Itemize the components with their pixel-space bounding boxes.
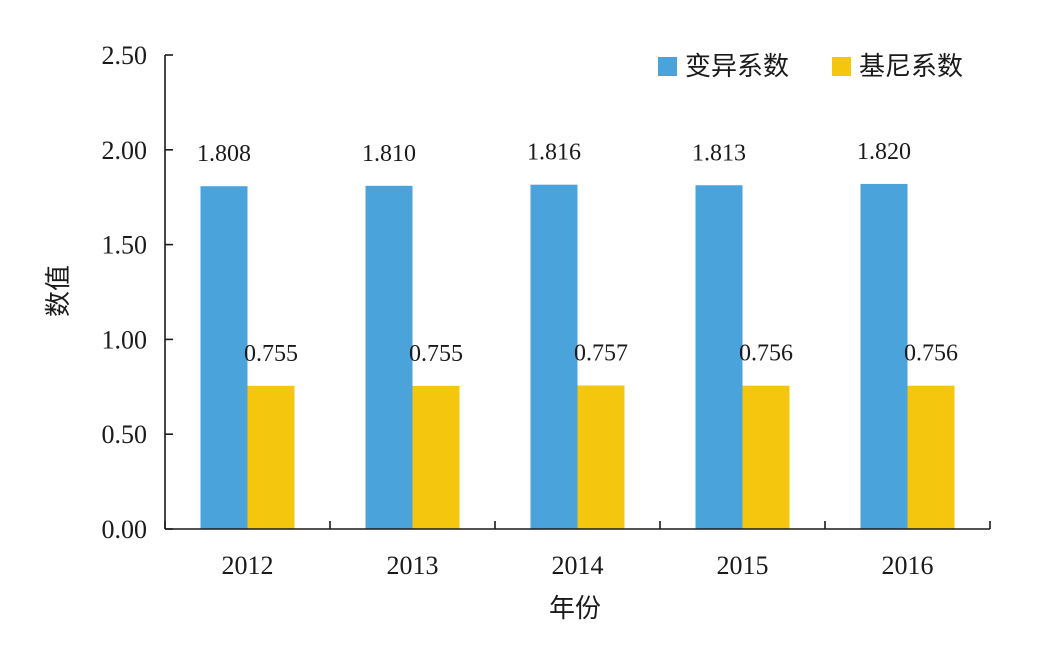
data-label-cv-2013: 1.810 (362, 141, 416, 167)
legend-swatch-cv (658, 57, 677, 76)
data-label-gini-2016: 0.756 (904, 341, 958, 367)
y-axis-title: 数值 (44, 265, 74, 317)
data-label-cv-2016: 1.820 (857, 139, 911, 165)
data-label-cv-2014: 1.816 (527, 140, 581, 166)
y-axis: 0.00 0.50 1.00 1.50 2.00 2.50 (102, 41, 173, 544)
x-tick-label-2016: 2016 (882, 551, 934, 580)
legend-swatch-gini (832, 57, 851, 76)
data-label-gini-2014: 0.757 (574, 340, 628, 366)
y-tick-label: 2.00 (102, 136, 148, 165)
y-tick-label: 1.00 (102, 325, 148, 354)
bars-layer (200, 183, 955, 530)
legend-label-cv: 变异系数 (685, 52, 789, 82)
data-label-gini-2013: 0.755 (409, 341, 463, 367)
data-label-gini-2015: 0.756 (739, 341, 793, 367)
legend: 变异系数 基尼系数 (658, 52, 963, 82)
y-tick-label: 0.00 (102, 515, 148, 544)
x-axis: 2012 2013 2014 2015 2016 (164, 521, 991, 580)
bar-gini-2015 (742, 385, 790, 529)
bar-gini-2013 (412, 385, 460, 529)
bar-gini-2014 (577, 385, 625, 529)
x-tick-label-2015: 2015 (717, 551, 769, 580)
bar-gini-2012 (247, 385, 295, 529)
bar-gini-2016 (907, 385, 955, 529)
bar-cv-2013 (365, 185, 413, 529)
x-axis-title: 年份 (549, 594, 601, 624)
legend-label-gini: 基尼系数 (859, 52, 963, 82)
bar-cv-2016 (860, 183, 908, 530)
data-label-gini-2012: 0.755 (244, 341, 298, 367)
x-tick-label-2014: 2014 (552, 551, 604, 580)
data-labels-layer: 1.808 1.810 1.816 1.813 1.820 0.755 0.755 0.757… (197, 139, 958, 367)
bar-cv-2014 (530, 184, 578, 529)
bar-cv-2012 (200, 186, 248, 530)
y-tick-label: 2.50 (102, 41, 148, 70)
y-tick-label: 0.50 (102, 420, 148, 449)
data-label-cv-2015: 1.813 (692, 140, 746, 166)
data-label-cv-2012: 1.808 (197, 141, 251, 167)
x-tick-label-2012: 2012 (222, 551, 274, 580)
bar-cv-2015 (695, 185, 743, 530)
x-tick-label-2013: 2013 (387, 551, 439, 580)
y-tick-label: 1.50 (102, 231, 148, 260)
